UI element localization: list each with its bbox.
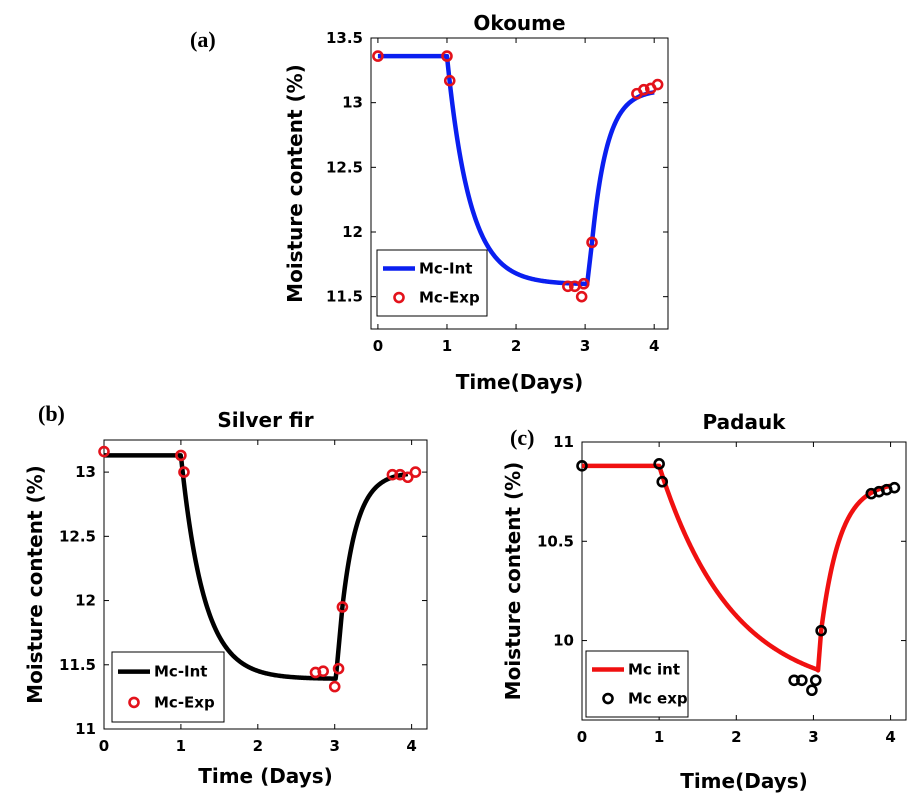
x-tick-label: 1	[442, 337, 452, 355]
y-tick-label: 12.5	[59, 527, 96, 545]
x-tick-label: 1	[654, 728, 664, 746]
legend-marker-swatch	[393, 291, 405, 304]
x-tick-label: 2	[253, 737, 263, 755]
y-tick-label: 10.5	[537, 532, 574, 550]
data-point	[441, 50, 453, 62]
x-tick-label: 4	[406, 737, 416, 755]
data-point	[651, 78, 664, 91]
legend-marker-swatch	[128, 696, 140, 709]
data-point	[401, 471, 414, 484]
x-tick-label: 0	[373, 337, 383, 355]
x-tick-label: 4	[885, 728, 895, 746]
panel-label: (c)	[510, 425, 534, 450]
data-point	[386, 468, 399, 481]
legend-label: Mc-Exp	[419, 289, 480, 307]
data-point	[175, 449, 187, 462]
chart-title: Okoume	[473, 11, 565, 35]
x-axis-label: Time (Days)	[198, 764, 333, 788]
legend-label: Mc-Int	[419, 259, 472, 277]
legend-box	[111, 651, 225, 723]
series-line-mc-int	[580, 463, 893, 673]
data-point	[815, 624, 827, 637]
y-tick-label: 13.5	[326, 29, 363, 47]
legend: Mc-Int Mc-Exp	[376, 249, 488, 317]
y-axis-label: Moisture content (%)	[23, 465, 47, 704]
x-tick-label: 3	[580, 337, 590, 355]
data-point	[806, 684, 818, 697]
y-tick-label: 12.5	[326, 158, 363, 176]
series-line-mc-int	[376, 53, 656, 287]
data-point	[575, 290, 588, 303]
x-tick-label: 3	[329, 737, 339, 755]
data-point	[586, 236, 598, 249]
data-point	[809, 674, 822, 687]
x-axis-label: Time(Days)	[456, 370, 584, 394]
panel-label: (a)	[190, 27, 216, 52]
data-point	[336, 601, 349, 613]
data-point	[562, 280, 574, 293]
x-tick-label: 0	[577, 728, 587, 746]
legend-label: Mc exp	[628, 690, 688, 708]
data-point	[317, 665, 329, 678]
chart-title: Silver fir	[217, 408, 313, 432]
panel-label: (b)	[38, 401, 65, 426]
x-tick-label: 4	[649, 337, 659, 355]
data-point	[328, 680, 341, 693]
y-tick-label: 13	[75, 463, 96, 481]
data-point	[443, 74, 456, 87]
y-tick-label: 11.5	[326, 288, 363, 306]
y-tick-label: 11	[75, 720, 96, 738]
data-point	[332, 662, 345, 675]
series-line-mc-int	[102, 453, 410, 681]
x-tick-label: 1	[176, 737, 186, 755]
x-tick-label: 2	[511, 337, 521, 355]
legend-label: Mc-Exp	[154, 693, 215, 711]
y-axis-label: Moisture content (%)	[501, 462, 525, 701]
y-tick-label: 12	[342, 223, 363, 241]
data-point	[796, 674, 808, 687]
chart-title: Padauk	[703, 410, 787, 434]
y-axis-label: Moisture content (%)	[283, 64, 307, 303]
data-point	[656, 475, 669, 488]
data-point	[178, 466, 190, 478]
data-point	[409, 466, 422, 478]
legend: Mc int Mc exp	[585, 650, 689, 718]
data-point	[372, 50, 384, 62]
data-point	[653, 458, 665, 470]
legend-label: Mc int	[628, 660, 680, 678]
y-tick-label: 11.5	[59, 656, 96, 674]
data-point	[577, 277, 590, 290]
legend-label: Mc-Int	[154, 663, 207, 681]
data-point	[888, 481, 901, 494]
chart-panel-3: 0 1 2 3 4 10 10.5 11 Padauk Time(Days) Moisture co…	[501, 410, 907, 793]
legend-box	[376, 249, 488, 317]
data-point	[576, 460, 588, 472]
legend-box	[585, 650, 689, 718]
x-axis-label: Time(Days)	[680, 769, 808, 793]
y-tick-label: 10	[553, 632, 574, 650]
chart-panel-1: 0 1 2 3 411.51212.51313.5OkoumeTime(Days)Moi…	[190, 11, 669, 394]
y-tick-label: 13	[342, 94, 363, 112]
legend-marker-swatch	[602, 692, 614, 705]
data-point	[98, 445, 110, 458]
y-tick-label: 12	[75, 592, 96, 610]
legend: Mc-Int Mc-Exp	[111, 651, 225, 723]
x-tick-label: 0	[99, 737, 109, 755]
data-point	[638, 83, 650, 96]
y-tick-label: 11	[553, 433, 574, 451]
x-tick-label: 3	[808, 728, 818, 746]
x-tick-label: 2	[731, 728, 741, 746]
